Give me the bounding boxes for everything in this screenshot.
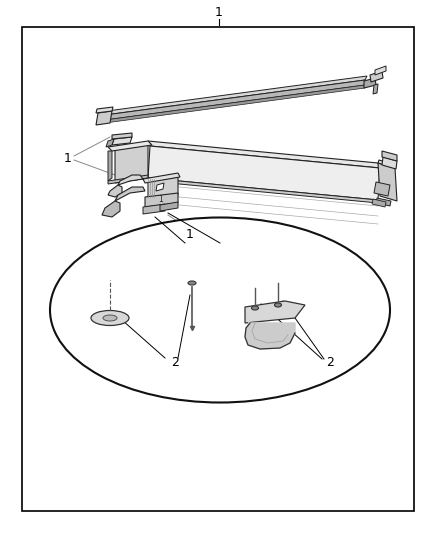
Polygon shape: [148, 178, 378, 203]
Polygon shape: [378, 160, 396, 168]
Polygon shape: [375, 66, 386, 75]
Polygon shape: [148, 177, 178, 199]
Polygon shape: [370, 71, 383, 82]
Polygon shape: [160, 202, 178, 211]
Polygon shape: [108, 185, 122, 197]
Polygon shape: [364, 78, 376, 88]
Polygon shape: [105, 76, 367, 115]
Text: 2: 2: [326, 357, 334, 369]
Polygon shape: [96, 111, 112, 125]
Polygon shape: [105, 80, 365, 120]
Polygon shape: [96, 107, 113, 113]
Polygon shape: [245, 323, 295, 349]
Polygon shape: [245, 301, 305, 323]
Polygon shape: [382, 151, 397, 161]
Polygon shape: [374, 182, 390, 196]
Polygon shape: [145, 193, 178, 207]
Polygon shape: [143, 173, 180, 183]
Polygon shape: [106, 139, 114, 147]
Polygon shape: [372, 199, 386, 207]
Polygon shape: [143, 204, 165, 214]
Polygon shape: [382, 157, 397, 169]
Polygon shape: [115, 143, 148, 183]
Ellipse shape: [275, 303, 282, 307]
Polygon shape: [148, 141, 380, 168]
Ellipse shape: [50, 217, 390, 402]
Polygon shape: [112, 133, 132, 139]
Ellipse shape: [188, 281, 196, 285]
Polygon shape: [378, 163, 397, 201]
Polygon shape: [108, 151, 112, 181]
Polygon shape: [376, 198, 391, 206]
Text: 1: 1: [215, 6, 223, 20]
Polygon shape: [373, 84, 378, 94]
Ellipse shape: [103, 315, 117, 321]
Text: 2: 2: [171, 357, 179, 369]
Polygon shape: [108, 141, 152, 151]
Polygon shape: [105, 85, 365, 123]
Ellipse shape: [251, 306, 258, 310]
Bar: [22, 27, 414, 511]
Polygon shape: [115, 187, 145, 201]
Polygon shape: [148, 146, 380, 200]
Polygon shape: [112, 137, 132, 145]
Polygon shape: [156, 183, 164, 191]
Polygon shape: [102, 201, 120, 217]
Polygon shape: [108, 175, 148, 184]
Text: 1: 1: [186, 228, 194, 240]
Text: 1: 1: [64, 151, 72, 165]
Polygon shape: [118, 175, 143, 185]
Ellipse shape: [91, 311, 129, 326]
Text: 1: 1: [159, 196, 163, 205]
